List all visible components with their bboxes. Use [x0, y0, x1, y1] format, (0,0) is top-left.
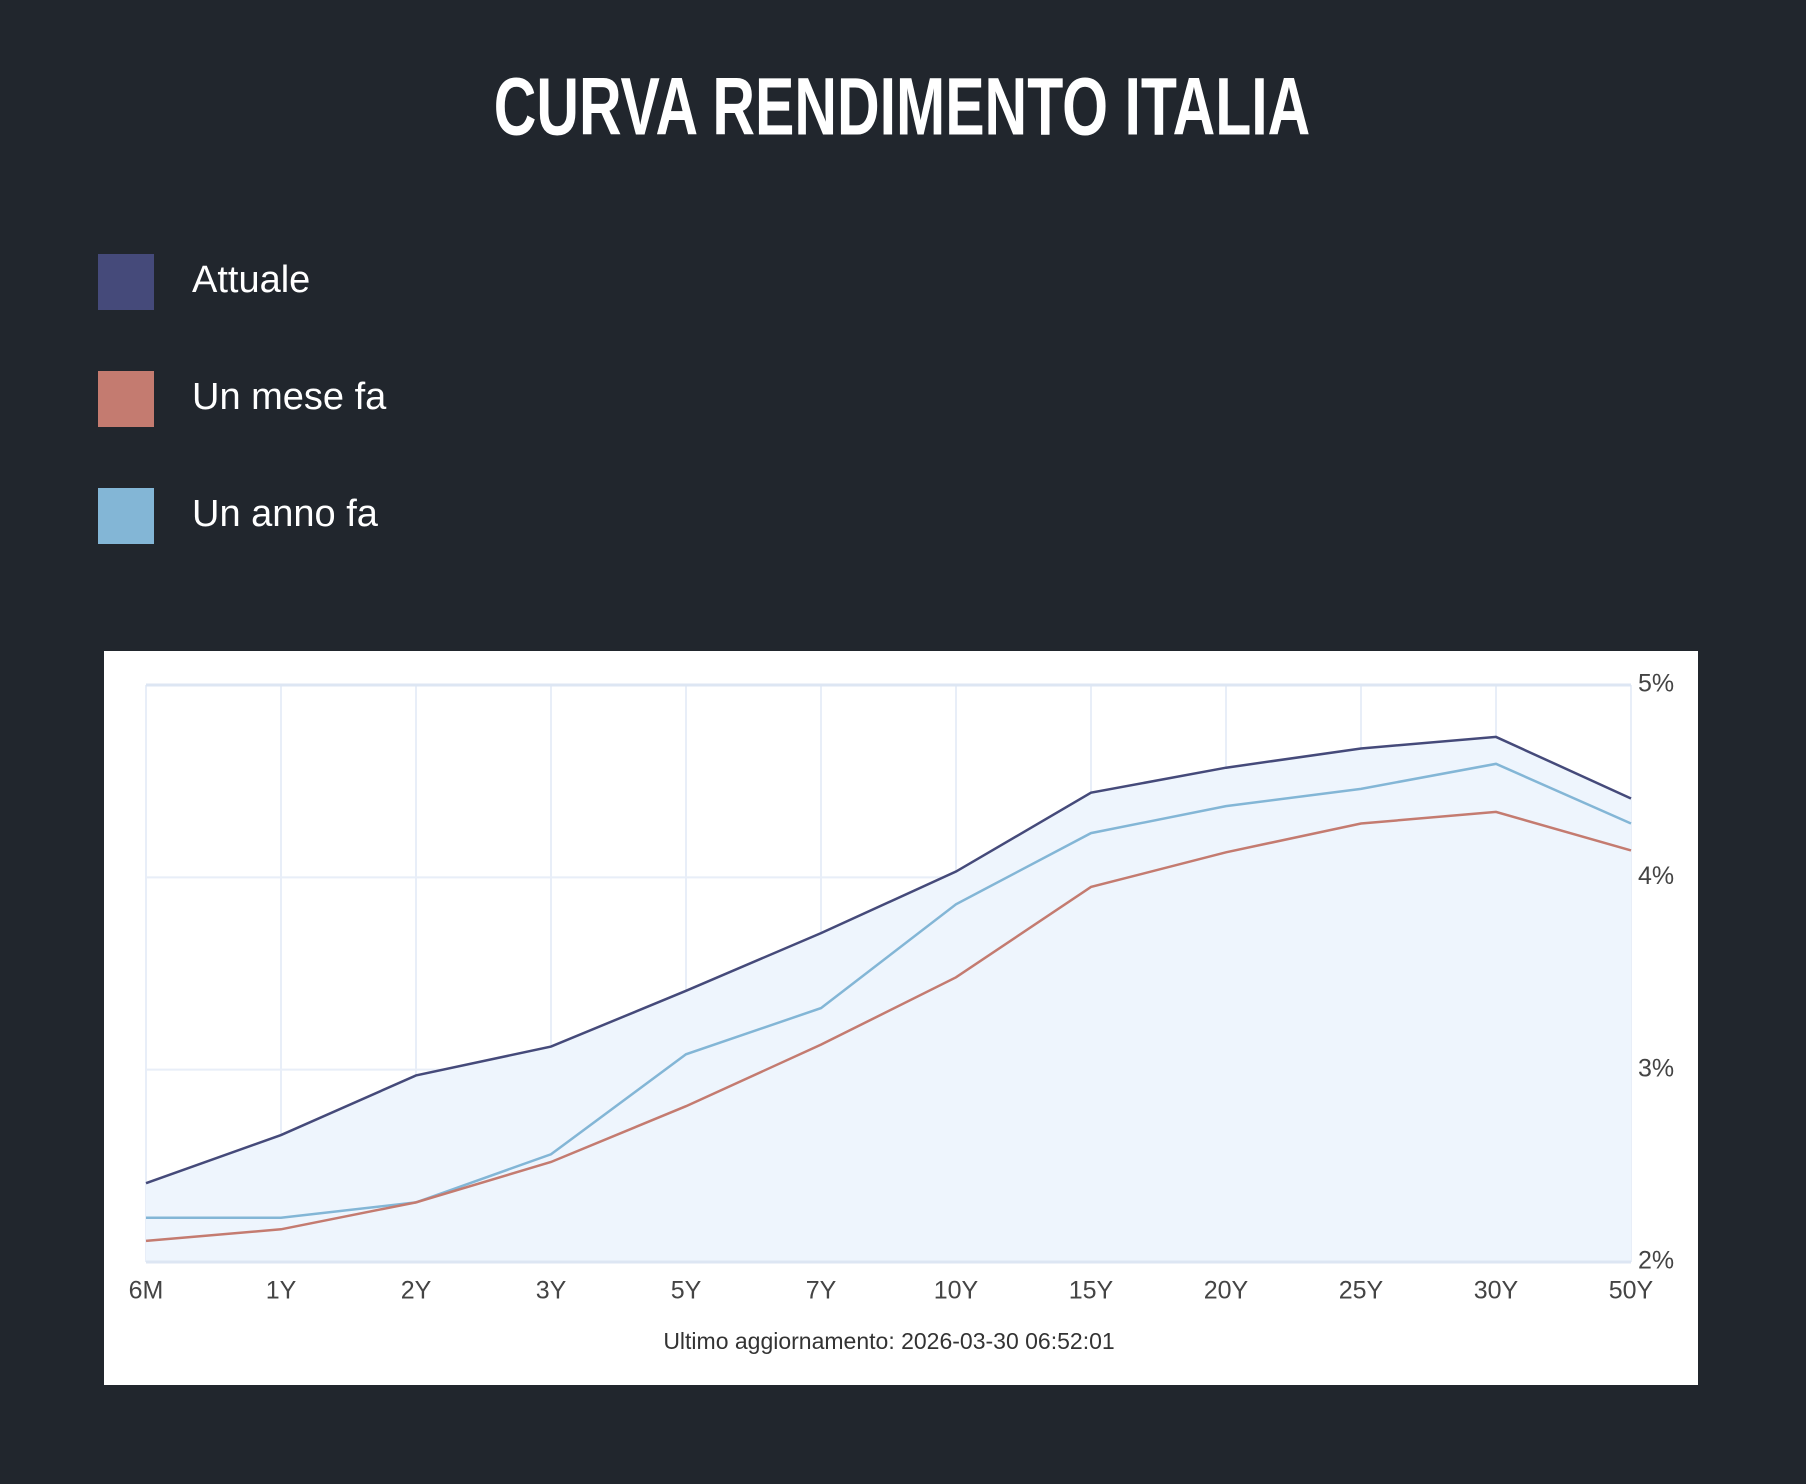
x-tick-label: 2Y [401, 1277, 432, 1305]
x-tick-label: 6M [129, 1277, 164, 1305]
x-tick-label: 7Y [806, 1277, 837, 1305]
legend-swatch [98, 488, 154, 544]
x-tick-label: 5Y [671, 1277, 702, 1305]
y-tick-label: 4% [1638, 862, 1674, 890]
chart-title: CURVA RENDIMENTO ITALIA [494, 61, 1311, 153]
y-tick-label: 2% [1638, 1247, 1674, 1275]
x-tick-label: 25Y [1339, 1277, 1384, 1305]
x-tick-label: 20Y [1204, 1277, 1249, 1305]
legend-label: Un anno fa [192, 493, 379, 535]
y-tick-label: 3% [1638, 1054, 1674, 1082]
area [146, 736, 1631, 1262]
x-tick-label: 30Y [1474, 1277, 1519, 1305]
x-tick-label: 1Y [266, 1277, 297, 1305]
legend-swatch [98, 254, 154, 310]
legend-swatch [98, 371, 154, 427]
x-tick-label: 10Y [934, 1277, 979, 1305]
legend-label: Un mese fa [192, 376, 387, 418]
x-tick-label: 15Y [1069, 1277, 1114, 1305]
x-tick-label: 50Y [1609, 1277, 1654, 1305]
series-line [146, 762, 1632, 1220]
legend-label: Attuale [192, 259, 310, 301]
x-tick-label: 3Y [536, 1277, 567, 1305]
annotation: Ultimo aggiornamento: 2026-03-30 06:52:0… [663, 1328, 1114, 1354]
series-line [145, 735, 1632, 1185]
y-tick-label: 5% [1638, 670, 1674, 698]
series-line [145, 810, 1632, 1243]
